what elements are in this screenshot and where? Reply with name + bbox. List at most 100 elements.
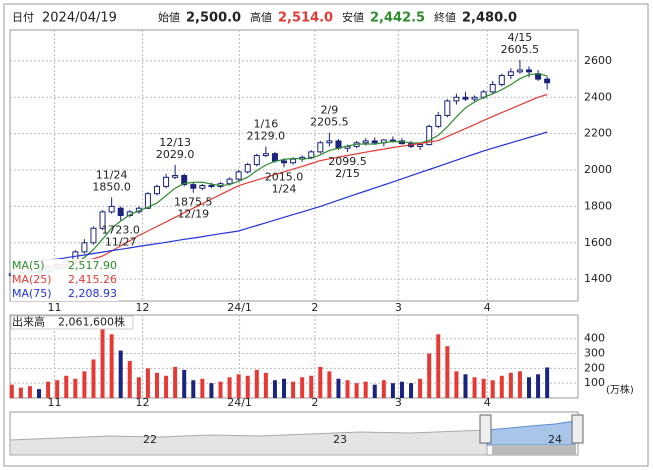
candle-body <box>444 100 451 116</box>
candle-body <box>507 71 514 76</box>
navigator[interactable]: 22 23 24 <box>9 411 584 456</box>
annotation-value: 2605.5 <box>501 43 540 56</box>
x-tick-label: 11 <box>47 396 61 409</box>
annotation-date: 4/15 <box>508 31 533 44</box>
volume-bar <box>227 377 232 398</box>
legend-name: MA(5) <box>12 259 45 272</box>
annotation-date: 12/19 <box>177 208 209 221</box>
candle-body <box>271 153 278 162</box>
volume-bar <box>100 328 105 398</box>
y-tick-label: 2200 <box>584 127 612 140</box>
volume-bar <box>418 378 423 398</box>
legend-name: MA(25) <box>12 273 52 286</box>
navigator-handle-left[interactable] <box>479 414 492 444</box>
volume-bar <box>109 334 114 398</box>
candle-body <box>153 185 160 195</box>
volume-bar <box>363 381 368 398</box>
volume-bar <box>345 380 350 398</box>
annotation-value: 1723.0 <box>101 223 140 236</box>
volume-bar <box>527 377 532 398</box>
candle-body <box>226 178 233 185</box>
candle-body <box>326 140 333 144</box>
y-tick-label: 2000 <box>584 163 612 176</box>
annotation-value: 2099.5 <box>328 155 367 168</box>
annotation-value: 2129.0 <box>247 130 286 143</box>
candle-body <box>99 211 106 229</box>
candle-body <box>117 207 124 217</box>
volume-bar <box>37 389 42 398</box>
low: 2,442.5 <box>370 11 425 26</box>
legend-name: MA(75) <box>12 287 52 300</box>
annotation-value: 1875.5 <box>174 196 213 209</box>
candle-body <box>498 74 505 86</box>
volume-bar <box>508 372 513 398</box>
candle-body <box>362 140 369 144</box>
volume-bar <box>245 375 250 398</box>
open: 2,500.0 <box>186 11 241 26</box>
volume-bar <box>73 378 78 398</box>
candle-body <box>462 96 469 100</box>
annotation-value: 2029.0 <box>156 148 195 161</box>
volume-bar <box>127 360 132 398</box>
ma-line <box>11 73 548 276</box>
ma-line <box>11 131 548 264</box>
volume-bar <box>499 375 504 398</box>
navigator-scrollbar[interactable] <box>492 445 576 455</box>
candle-body <box>108 205 115 213</box>
navigator-handle-right[interactable] <box>571 414 584 444</box>
volume-bar <box>463 374 468 398</box>
volume-bar <box>545 367 550 398</box>
high: 2,514.0 <box>278 11 333 26</box>
volume-bar <box>517 371 522 398</box>
volume-bar <box>263 372 268 398</box>
candle-body <box>172 175 179 178</box>
legend-bg <box>11 273 119 287</box>
annotation-date: 2/9 <box>321 104 339 117</box>
volume-bar <box>300 377 305 398</box>
volume-bar <box>46 381 51 398</box>
candle-body <box>90 227 97 244</box>
volume-bar <box>490 380 495 398</box>
annotation-date: 1/24 <box>272 182 297 195</box>
candle-body <box>526 69 533 73</box>
volume-bar <box>536 374 541 398</box>
candle-body <box>235 171 242 180</box>
volume-bar <box>409 383 414 398</box>
y-tick-label: 1600 <box>584 236 612 249</box>
navigator-label: 23 <box>333 433 347 446</box>
x-tick-label: 12 <box>135 301 149 314</box>
volume-bar <box>272 380 277 398</box>
y-tick-label: 200 <box>584 361 605 374</box>
volume-bar <box>372 384 377 398</box>
x-tick-label: 3 <box>395 396 402 409</box>
x-tick-label: 4 <box>484 396 491 409</box>
y-tick-label: 300 <box>584 347 605 360</box>
candle-body <box>435 114 442 127</box>
volume-bar <box>381 380 386 398</box>
candle-body <box>144 193 151 209</box>
volume-bar <box>191 380 196 398</box>
volume-bar <box>64 375 69 398</box>
volume-bar <box>309 375 314 398</box>
candle-body <box>489 84 496 93</box>
candle-body <box>163 176 170 187</box>
header: 日付 2024/04/19 始値 2,500.0 高値 2,514.0 安値 2… <box>12 10 517 26</box>
volume-bar <box>9 384 14 398</box>
volume-bar <box>254 369 259 398</box>
y-tick-label: 1800 <box>584 199 612 212</box>
volume-bar <box>481 378 486 398</box>
candle-body <box>253 154 260 166</box>
legend-bg <box>11 259 119 273</box>
volume-legend-value: 2,061,600株 <box>58 315 125 329</box>
volume-bar <box>327 371 332 398</box>
low-label: 安値 <box>342 10 364 24</box>
x-tick-label: 3 <box>395 301 402 314</box>
y-tick-label: 2600 <box>584 54 612 67</box>
candle-body <box>317 142 324 153</box>
ma-line <box>11 93 548 271</box>
open-label: 始値 <box>158 10 180 24</box>
candle-body <box>181 175 188 186</box>
candle-body <box>190 184 197 189</box>
candle-body <box>262 153 269 156</box>
